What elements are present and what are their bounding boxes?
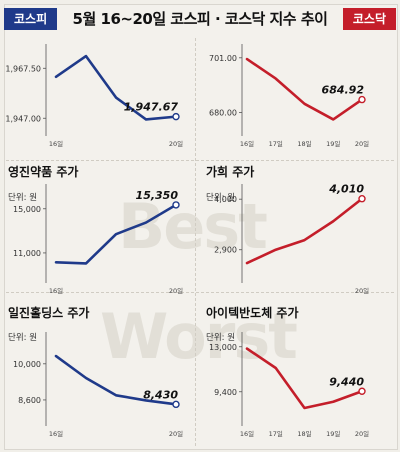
chart4-series-line — [245, 197, 364, 265]
chart2-series-line — [245, 57, 364, 121]
chart5-series-line — [54, 354, 178, 406]
chart6-end-point — [358, 387, 366, 395]
chart2-ytick-label: 701.00 — [209, 54, 237, 63]
chart3-unit-label: 단위: 원 — [8, 192, 37, 203]
chart6-last-value-label: 9,440 — [329, 375, 364, 388]
chart6-title: 아이텍반도체 주가 — [206, 305, 299, 320]
row-divider-2 — [6, 292, 394, 293]
chart3-xtick-label: 16일 — [49, 286, 63, 295]
row-divider-1 — [6, 160, 394, 161]
chart2-ytick-label: 680.00 — [209, 108, 237, 117]
chart6-xtick-label: 20일 — [355, 429, 369, 438]
chart1-ytick-label: 1,967.50 — [5, 64, 41, 73]
chart4-ytick-label: 4,000 — [214, 195, 237, 204]
chart2-end-point — [358, 95, 366, 104]
chart1-last-value-label: 1,947.67 — [124, 101, 179, 114]
chart3-series-line — [54, 203, 178, 265]
chart5-unit-label: 단위: 원 — [8, 332, 37, 343]
chart1-end-point — [172, 112, 180, 121]
chart2-last-value-label: 684.92 — [322, 84, 365, 97]
chart6-ytick-label: 13,000 — [209, 343, 237, 352]
chart5-end-point — [172, 400, 180, 409]
chart2-xtick-label: 16일 — [240, 139, 254, 148]
chart1-xtick-label: 16일 — [49, 139, 63, 148]
chart4-unit-label: 단위: 원 — [206, 192, 235, 203]
chart5-ytick-label: 10,000 — [13, 360, 41, 369]
chart3-end-point — [172, 201, 180, 209]
column-divider — [195, 38, 196, 446]
chart6-ytick-label: 9,400 — [214, 388, 237, 397]
chart2-xtick-label: 20일 — [355, 139, 369, 148]
chart5-title: 일진홀딩스 주가 — [8, 305, 89, 320]
chart3-last-value-label: 15,350 — [136, 189, 179, 202]
chart2-xtick-label: 17일 — [269, 139, 283, 148]
chart4-xtick-label: 20일 — [355, 286, 369, 295]
chart2-xtick-label: 18일 — [297, 139, 311, 148]
chart1-series-line — [54, 54, 178, 121]
chart4-title: 가희 주가 — [206, 164, 254, 179]
chart4-ytick-label: 2,900 — [214, 246, 237, 255]
chart3-title: 영진약품 주가 — [8, 164, 78, 179]
kosdaq-tag: 코스닥 — [342, 8, 396, 30]
watermark-best: Best — [118, 190, 268, 263]
chart4-last-value-label: 4,010 — [328, 183, 364, 196]
chart6-xtick-label: 18일 — [297, 429, 311, 438]
chart4-end-point — [358, 195, 366, 203]
figure-title: 5월 16~20일 코스피 · 코스닥 지수 추이 — [72, 10, 328, 28]
chart6-xtick-label: 17일 — [269, 429, 283, 438]
kospi-tag: 코스피 — [4, 8, 58, 30]
chart3-xtick-label: 20일 — [169, 286, 183, 295]
chart6-series-line — [245, 347, 364, 410]
chart1-xtick-label: 20일 — [169, 139, 183, 148]
chart6-unit-label: 단위: 원 — [206, 332, 235, 343]
chart5-ytick-label: 8,600 — [18, 396, 41, 405]
chart5-xtick-label: 16일 — [49, 429, 63, 438]
chart3-ytick-label: 15,000 — [13, 205, 41, 214]
chart5-last-value-label: 8,430 — [143, 388, 178, 401]
chart5-xtick-label: 20일 — [169, 429, 183, 438]
figure-header: 코스피 5월 16~20일 코스피 · 코스닥 지수 추이 코스닥 — [0, 0, 400, 40]
chart6-xtick-label: 16일 — [240, 429, 254, 438]
chart1-ytick-label: 1,947.00 — [5, 114, 41, 123]
figure-frame — [4, 4, 398, 450]
chart3-ytick-label: 11,000 — [13, 249, 41, 258]
chart2-xtick-label: 19일 — [326, 139, 340, 148]
chart6-xtick-label: 19일 — [326, 429, 340, 438]
